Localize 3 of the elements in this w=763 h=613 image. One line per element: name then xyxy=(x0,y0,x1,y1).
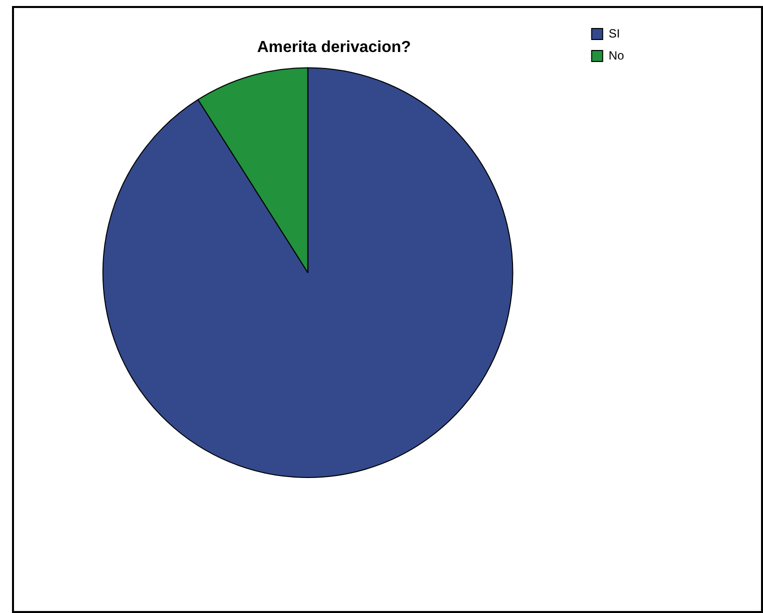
legend-label: No xyxy=(608,48,624,62)
text: Amerita derivacion? xyxy=(257,39,411,56)
legend-label: SI xyxy=(608,26,620,40)
